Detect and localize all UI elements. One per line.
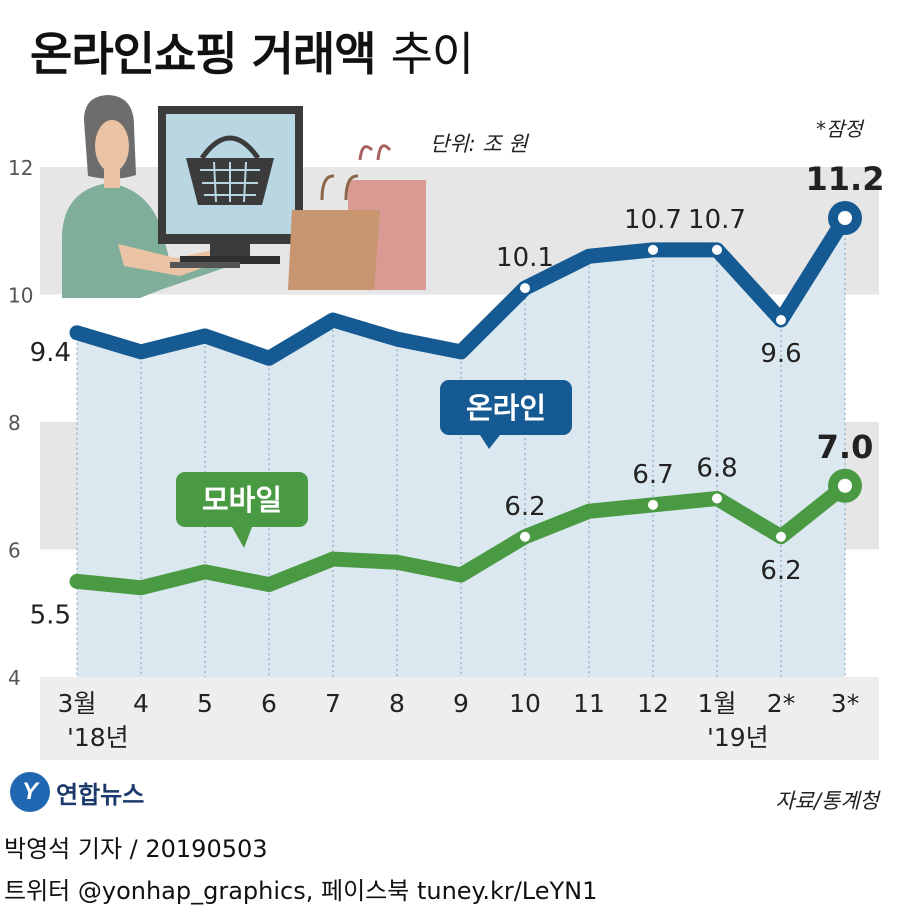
x-tick-label: 10 bbox=[509, 689, 541, 718]
x-tick-label: 7 bbox=[325, 689, 341, 718]
y-tick-label: 8 bbox=[8, 411, 21, 435]
unit-note: 단위: 조 원 bbox=[430, 132, 528, 156]
x-axis-band bbox=[40, 677, 879, 760]
endpoint-dot bbox=[838, 478, 852, 493]
y-axis-labels: 4 6 8 10 12 bbox=[8, 156, 33, 690]
data-label: 10.7 bbox=[688, 205, 746, 235]
data-label: 10.7 bbox=[624, 205, 682, 235]
data-label: 11.2 bbox=[806, 160, 885, 198]
y-tick-label: 4 bbox=[8, 666, 21, 690]
title-bold: 온라인쇼핑 거래액 bbox=[30, 27, 377, 81]
source-note: 자료/통계청 bbox=[775, 789, 879, 813]
y-tick-label: 12 bbox=[8, 156, 33, 180]
data-label: 7.0 bbox=[817, 428, 874, 466]
yonhap-logo: Y 연합뉴스 bbox=[10, 772, 144, 812]
x-tick-label: 9 bbox=[453, 689, 469, 718]
data-label: 6.2 bbox=[760, 556, 801, 586]
x-tick-label: 6 bbox=[261, 689, 277, 718]
series-badge-tail bbox=[480, 435, 500, 449]
y-tick-label: 10 bbox=[8, 284, 33, 308]
x-year-label: '18년 bbox=[67, 723, 129, 752]
x-tick-label: 3* bbox=[831, 689, 859, 718]
title-light: 추이 bbox=[390, 27, 475, 81]
woman-at-computer-illustration bbox=[62, 95, 426, 298]
point-marker bbox=[646, 242, 660, 257]
data-labels: 9.4 10.1 10.7 10.7 9.6 11.2 5.5 6.2 6.7 6.8 6.2 7.0 bbox=[30, 160, 885, 630]
social-line: 트위터 @yonhap_graphics, 페이스북 tuney.kr/LeYN… bbox=[4, 877, 598, 905]
point-marker bbox=[774, 313, 788, 327]
x-year-label: '19년 bbox=[707, 723, 769, 752]
data-label: 6.2 bbox=[504, 492, 545, 522]
x-tick-label: 1월 bbox=[698, 689, 737, 718]
point-marker bbox=[646, 497, 660, 512]
data-label: 10.1 bbox=[496, 243, 554, 273]
x-tick-label: 8 bbox=[389, 689, 405, 718]
yonhap-logo-icon: Y bbox=[10, 772, 50, 812]
data-label: 5.5 bbox=[30, 600, 71, 630]
series-badge-0 bbox=[440, 380, 572, 435]
point-marker bbox=[518, 281, 532, 296]
page-title: 온라인쇼핑 거래액 추이 bbox=[30, 18, 475, 84]
x-tick-label: 2* bbox=[767, 689, 795, 718]
shopping-basket-icon bbox=[186, 135, 274, 205]
series-badge-label: 모바일 bbox=[202, 483, 282, 517]
x-tick-label: 5 bbox=[197, 689, 213, 718]
data-label: 9.6 bbox=[760, 339, 801, 369]
point-marker bbox=[710, 242, 724, 257]
credit-line: 박영석 기자 / 20190503 bbox=[4, 835, 268, 863]
endpoint-dot bbox=[838, 211, 852, 225]
series-points bbox=[518, 201, 862, 544]
point-marker bbox=[518, 529, 532, 544]
series-badge-tail bbox=[232, 527, 252, 548]
x-tick-label: 12 bbox=[637, 689, 669, 718]
yonhap-logo-text: 연합뉴스 bbox=[56, 780, 145, 809]
preliminary-note: *잠정 bbox=[816, 117, 863, 141]
point-marker bbox=[774, 529, 788, 544]
series-badge-1 bbox=[176, 472, 308, 527]
data-label: 9.4 bbox=[30, 338, 71, 368]
series-badge-label: 온라인 bbox=[466, 391, 546, 425]
point-marker bbox=[710, 491, 724, 506]
x-tick-label: 4 bbox=[133, 689, 149, 718]
x-tick-label: 11 bbox=[573, 689, 605, 718]
x-tick-label: 3월 bbox=[58, 689, 97, 718]
x-axis-labels: 3월 4 5 6 7 8 9 10 11 12 1월 2* 3* '18년 '19년 bbox=[58, 689, 860, 752]
data-label: 6.7 bbox=[632, 460, 673, 490]
shopping-bags-icon bbox=[288, 144, 426, 290]
y-tick-label: 6 bbox=[8, 539, 21, 563]
data-label: 6.8 bbox=[696, 454, 737, 484]
